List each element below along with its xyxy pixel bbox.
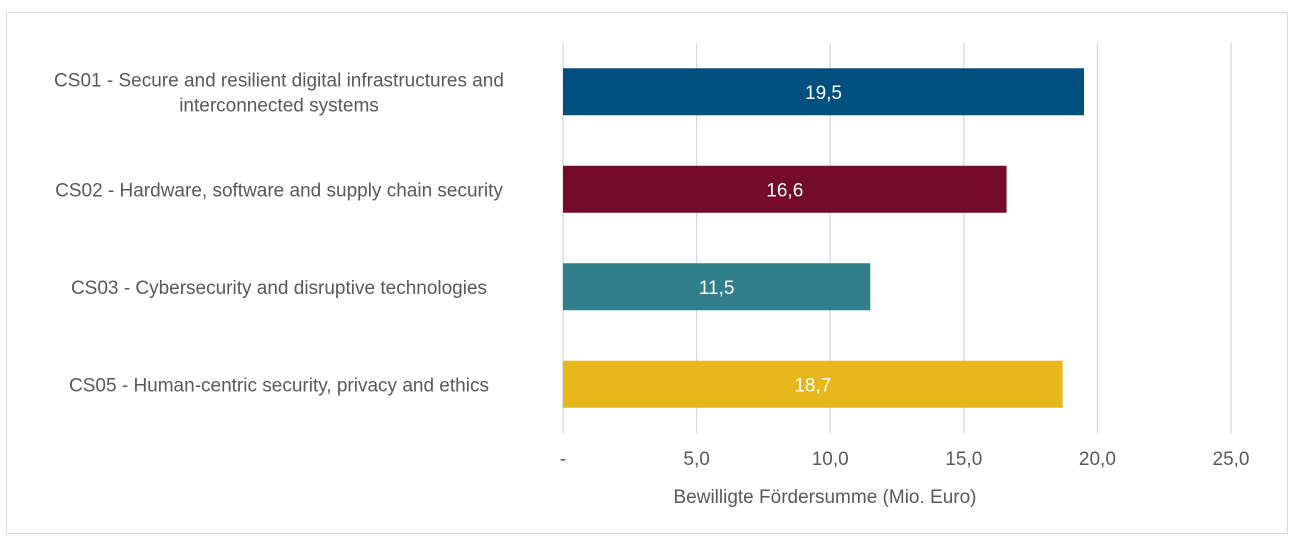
category-label-line: CS02 - Hardware, software and supply cha… bbox=[55, 180, 503, 201]
x-axis-label: Bewilligte Fördersumme (Mio. Euro) bbox=[673, 487, 976, 508]
category-label-line: interconnected systems bbox=[179, 95, 379, 116]
bar-chart: 19,5 16,6 11,5 18,7 CS01 - Secure and resil… bbox=[54, 43, 1250, 508]
data-label: 19,5 bbox=[805, 83, 842, 104]
category-labels: CS01 - Secure and resilient digital infr… bbox=[54, 70, 504, 396]
category-label: CS01 - Secure and resilient digital infr… bbox=[54, 70, 504, 116]
category-label: CS02 - Hardware, software and supply cha… bbox=[55, 180, 503, 201]
x-tick-label: 15,0 bbox=[945, 449, 982, 470]
category-label-line: CS01 - Secure and resilient digital infr… bbox=[54, 70, 504, 91]
x-tick-label: 20,0 bbox=[1079, 449, 1116, 470]
data-label: 18,7 bbox=[794, 375, 831, 396]
bar-1 bbox=[563, 68, 1085, 116]
x-tick-label: 25,0 bbox=[1213, 449, 1250, 470]
bar-3 bbox=[563, 263, 871, 311]
x-tick-label: 10,0 bbox=[812, 449, 849, 470]
bar-2 bbox=[563, 165, 1007, 213]
bars bbox=[563, 68, 1085, 408]
data-label: 11,5 bbox=[699, 278, 735, 299]
data-labels: 19,5 16,6 11,5 18,7 bbox=[699, 83, 842, 397]
category-label-line: CS03 - Cybersecurity and disruptive tech… bbox=[71, 278, 487, 299]
chart-frame: 19,5 16,6 11,5 18,7 CS01 - Secure and resil… bbox=[6, 12, 1288, 534]
category-label-line: CS05 - Human-centric security, privacy a… bbox=[69, 375, 489, 396]
bar-4 bbox=[563, 360, 1063, 408]
category-label: CS03 - Cybersecurity and disruptive tech… bbox=[71, 278, 487, 299]
x-tick-label: - bbox=[560, 449, 566, 470]
x-tick-labels: - 5,0 10,0 15,0 20,0 25,0 bbox=[560, 449, 1250, 470]
x-tick-label: 5,0 bbox=[683, 449, 709, 470]
category-label: CS05 - Human-centric security, privacy a… bbox=[69, 375, 489, 396]
data-label: 16,6 bbox=[766, 180, 803, 201]
